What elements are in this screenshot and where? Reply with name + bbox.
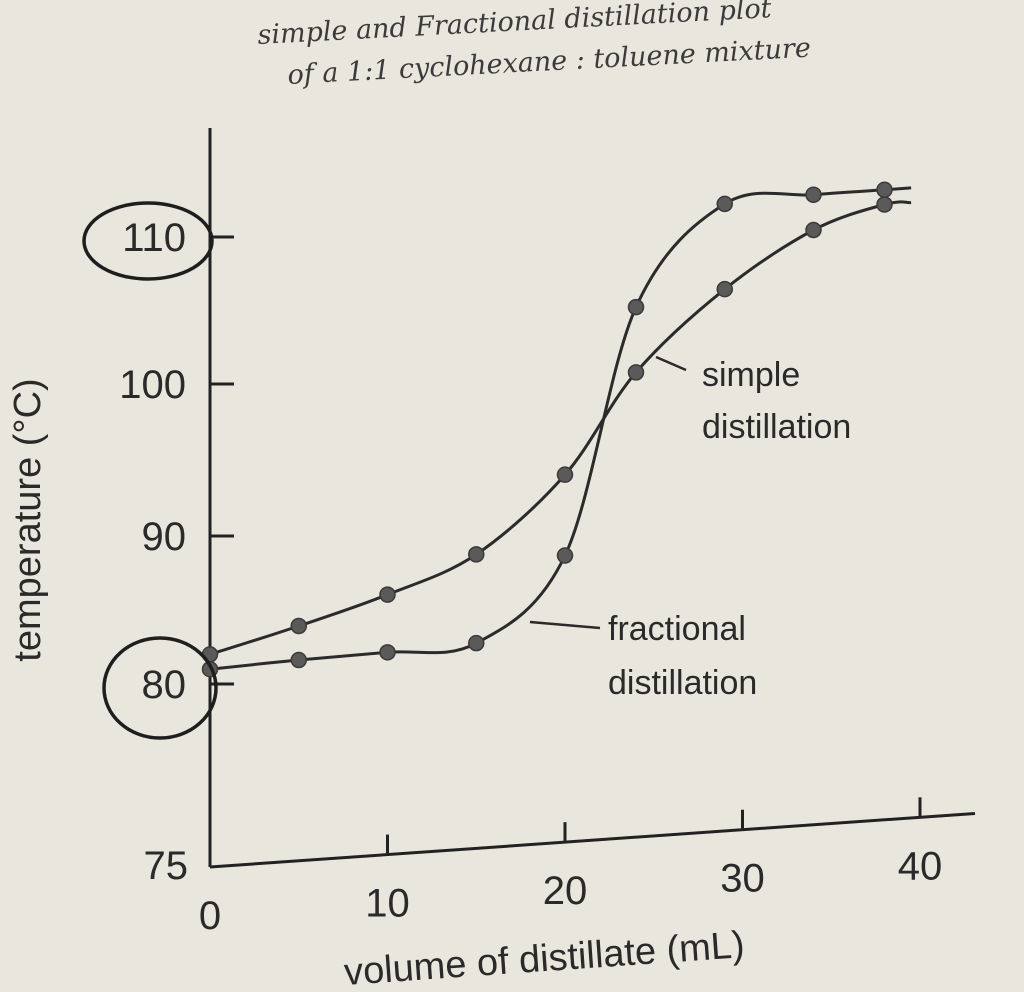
y-tick-label-100: 100 [119, 363, 186, 407]
fractional-label-line-1: fractional [608, 610, 746, 648]
fractional-point-2 [379, 644, 396, 661]
fractional-point-4 [556, 547, 574, 564]
simple-point-6 [716, 280, 733, 298]
y-tick-label-80: 80 [142, 663, 187, 707]
fractional-point-6 [716, 195, 733, 213]
fractional-leader-line [529, 620, 601, 630]
y-tick-label-90: 90 [142, 515, 187, 559]
y-tick-label-75: 75 [144, 844, 189, 888]
simple-label-line-1: simple [702, 356, 800, 394]
hand-drawn-circles [82, 201, 218, 740]
axes: 75 80 90 100 110 0 10 20 30 40 [119, 128, 976, 938]
x-axis-label: volume of distillate (mL) [343, 924, 746, 992]
simple-point-1 [290, 617, 307, 635]
x-tick-label-30: 30 [720, 857, 765, 901]
y-tick-label-110: 110 [122, 216, 186, 260]
fractional-label-line-2: distillation [608, 664, 757, 702]
fractional-point-5 [627, 298, 645, 316]
fractional-point-1 [290, 651, 307, 669]
x-tick-label-0: 0 [199, 894, 221, 938]
simple-label-line-2: distillation [702, 408, 851, 446]
x-tick-label-10: 10 [365, 882, 410, 926]
fractional-point-8 [876, 181, 893, 199]
x-axis-line [209, 811, 976, 869]
circle-around-80 [102, 636, 218, 740]
simple-point-4 [556, 466, 574, 483]
series-annotations: simple distillation fractional distillat… [529, 355, 851, 702]
y-axis-label: temperature (°C) [7, 378, 49, 661]
x-tick-label-20: 20 [543, 869, 588, 913]
simple-point-2 [379, 586, 396, 603]
simple-point-3 [468, 546, 485, 563]
x-tick-label-40: 40 [898, 844, 943, 888]
fractional-point-3 [468, 634, 485, 652]
simple-point-8 [876, 196, 893, 213]
simple-point-7 [805, 221, 822, 239]
simple-curve [209, 200, 912, 656]
circle-around-110 [82, 201, 214, 281]
simple-leader-line [655, 355, 687, 372]
fractional-point-7 [805, 186, 822, 204]
chart-title: simple and Fractional distillation plot … [257, 0, 812, 91]
simple-point-5 [627, 364, 645, 381]
data-points [201, 181, 893, 678]
